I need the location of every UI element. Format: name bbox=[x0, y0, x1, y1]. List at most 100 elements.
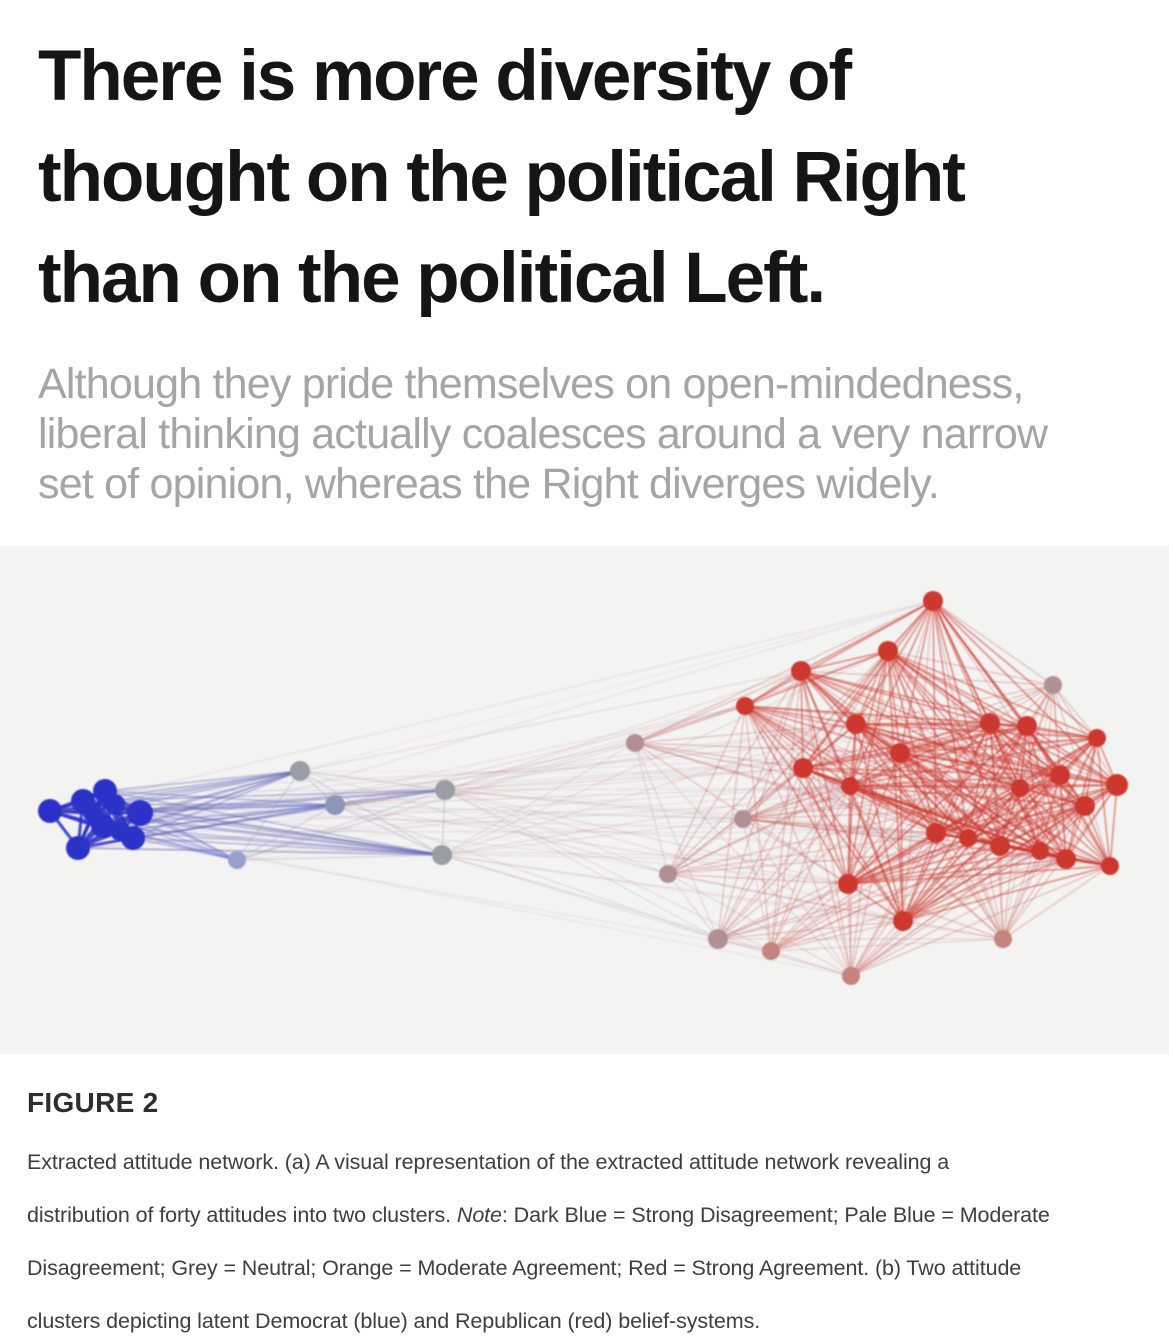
network-edge bbox=[634, 742, 719, 940]
network-edge bbox=[1019, 787, 1041, 852]
network-node-pale_red bbox=[994, 930, 1012, 948]
network-edge bbox=[1002, 850, 1041, 940]
network-edge bbox=[847, 858, 1067, 885]
network-edge bbox=[800, 670, 804, 769]
network-edge bbox=[802, 725, 1028, 769]
network-edge bbox=[802, 600, 934, 769]
network-node-red bbox=[959, 829, 977, 847]
network-node-grey_red bbox=[734, 810, 752, 828]
network-edge bbox=[887, 650, 1098, 739]
network-node-red bbox=[1050, 765, 1070, 785]
network-edge bbox=[849, 785, 1021, 789]
network-edge bbox=[967, 725, 1028, 839]
network-edge bbox=[999, 845, 1004, 940]
network-edge bbox=[899, 737, 1098, 754]
network-edge bbox=[847, 725, 1028, 885]
network-edge bbox=[847, 832, 937, 885]
network-edge bbox=[902, 858, 1067, 922]
figure-label: FIGURE 2 bbox=[27, 1087, 159, 1118]
network-edge bbox=[935, 805, 1086, 834]
network-edge bbox=[634, 705, 746, 744]
network-edge bbox=[989, 722, 1118, 786]
network-edge bbox=[299, 600, 934, 772]
network-edge bbox=[849, 785, 937, 834]
network-edge bbox=[114, 770, 301, 805]
network-edge bbox=[802, 767, 849, 885]
figure-caption: Extracted attitude network. (a) A visual… bbox=[27, 1136, 1139, 1344]
network-node-red bbox=[893, 911, 913, 931]
network-edge bbox=[299, 770, 669, 875]
network-edge bbox=[802, 767, 1061, 776]
network-edge bbox=[802, 767, 904, 922]
network-edge bbox=[717, 938, 852, 977]
network-edge bbox=[999, 787, 1021, 847]
network-node-red bbox=[1088, 729, 1106, 747]
network-edge bbox=[802, 737, 1098, 769]
network-edge bbox=[444, 789, 719, 940]
network-node-grey_red bbox=[1044, 676, 1062, 694]
article-title-line: than on the political Left. bbox=[38, 239, 826, 318]
network-edge bbox=[849, 722, 991, 787]
network-edge bbox=[236, 804, 336, 861]
network-edge bbox=[1026, 725, 1067, 860]
article-title: There is more diversity of thought on th… bbox=[38, 26, 1139, 329]
network-edge bbox=[744, 705, 901, 754]
network-edge bbox=[744, 705, 904, 922]
network-edge bbox=[1052, 684, 1098, 739]
network-edge bbox=[744, 705, 857, 725]
network-node-dark_blue bbox=[66, 836, 90, 860]
network-edge bbox=[634, 742, 669, 875]
network-edge bbox=[935, 725, 1028, 834]
network-edge bbox=[444, 767, 804, 791]
network-edge bbox=[132, 600, 934, 839]
network-node-grey bbox=[290, 761, 310, 781]
network-edge bbox=[114, 803, 336, 806]
network-edge bbox=[119, 785, 851, 832]
article-title-line: thought on the political Right bbox=[38, 138, 966, 217]
network-node-red bbox=[980, 713, 1000, 733]
network-edge bbox=[299, 670, 802, 772]
network-edge bbox=[667, 873, 852, 977]
network-edge bbox=[855, 723, 1098, 739]
network-edge bbox=[634, 742, 851, 787]
network-node-red bbox=[838, 874, 858, 894]
network-edge bbox=[1002, 805, 1086, 940]
network-edge bbox=[932, 600, 1098, 739]
network-edge bbox=[1084, 805, 1111, 867]
network-edge bbox=[847, 785, 851, 885]
network-edge bbox=[850, 850, 1041, 977]
network-edge bbox=[1109, 784, 1118, 867]
article-title-line: There is more diversity of bbox=[38, 37, 852, 116]
network-node-red bbox=[841, 777, 859, 795]
network-edge bbox=[847, 845, 1001, 885]
network-node-dark_blue bbox=[110, 821, 130, 841]
network-edge bbox=[299, 770, 443, 856]
network-edge bbox=[899, 752, 1041, 852]
network-edge bbox=[847, 837, 969, 885]
network-edge bbox=[744, 705, 772, 952]
network-node-red bbox=[1011, 779, 1029, 797]
network-edge bbox=[902, 805, 1086, 922]
network-edge bbox=[800, 650, 889, 672]
network-node-grey_red bbox=[708, 929, 728, 949]
network-edge bbox=[236, 722, 991, 861]
network-edge bbox=[444, 789, 849, 885]
network-edge bbox=[742, 752, 901, 820]
network-edge bbox=[1084, 737, 1098, 807]
network-node-pale_red bbox=[842, 967, 860, 985]
network-edge bbox=[847, 850, 1041, 885]
network-edge bbox=[932, 600, 1004, 940]
network-edge bbox=[236, 770, 301, 861]
figure-caption-line: distribution of forty attitudes into two… bbox=[27, 1189, 1139, 1242]
figure-caption-line: Disagreement; Grey = Neutral; Orange = M… bbox=[27, 1256, 1022, 1280]
network-node-red bbox=[736, 697, 754, 715]
network-node-grey bbox=[435, 780, 455, 800]
network-edge bbox=[1019, 787, 1086, 807]
network-edge bbox=[899, 722, 991, 754]
network-node-red bbox=[1106, 774, 1128, 796]
network-edge bbox=[717, 883, 849, 940]
network-edge bbox=[1026, 725, 1118, 786]
network-edge bbox=[667, 705, 746, 875]
caption-note-word: Note bbox=[456, 1203, 502, 1227]
network-node-dark_blue bbox=[38, 799, 62, 823]
